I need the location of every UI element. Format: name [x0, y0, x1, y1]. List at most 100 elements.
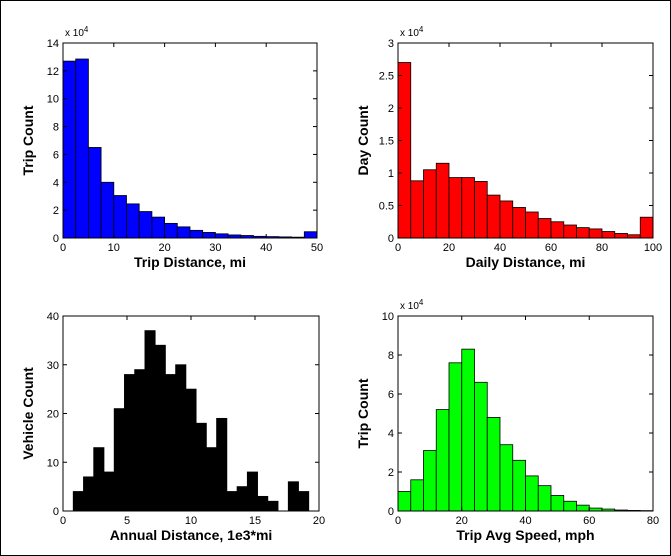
histogram-bar [75, 58, 89, 239]
y-tick-label: 10 [47, 457, 59, 469]
x-tick-label: 20 [313, 515, 325, 527]
x-tick-label: 40 [519, 515, 531, 527]
histogram-bar [397, 62, 412, 239]
histogram-bar [563, 224, 577, 239]
histogram-bar [298, 491, 310, 512]
histogram-bar [525, 211, 539, 239]
histogram-bar [144, 330, 156, 512]
x-tick-label: 20 [158, 242, 170, 254]
histogram-bar [397, 491, 412, 512]
histogram-bar [435, 162, 450, 239]
x-axis-label: Annual Distance, 1e3*mi [110, 527, 273, 543]
histogram-bar [93, 447, 105, 512]
histogram-bar [236, 486, 248, 512]
y-tick-label: 1.5 [379, 136, 394, 148]
y-tick-label: 3 [388, 38, 394, 50]
histogram-bar [154, 344, 166, 512]
histogram-bar [486, 194, 501, 239]
histogram-bar [205, 447, 218, 512]
y-tick-label: 4 [388, 428, 394, 440]
x-tick-label: 10 [108, 242, 120, 254]
y-tick-label: 2 [388, 103, 394, 115]
histogram-bar [287, 481, 299, 512]
histogram-bar [499, 444, 514, 512]
histogram-panel-2: 0 20 40 60 80 100 0 0.5 1 1.5 2 2.5 3 x 104 Daily Dist… [355, 25, 662, 270]
x-tick-label: 0 [60, 242, 66, 254]
histogram-bar [214, 233, 229, 239]
histogram-bar [435, 409, 450, 512]
y-tick-label: 20 [47, 409, 59, 421]
histogram-bar [72, 491, 84, 512]
x-tick-label: 100 [644, 242, 662, 254]
histogram-bar [461, 177, 475, 239]
histogram-bar [164, 222, 178, 239]
histogram-bar [614, 233, 628, 239]
x-tick-label: 30 [209, 242, 221, 254]
x-tick-label: 50 [311, 242, 323, 254]
histogram-panel-4: 0 20 40 60 80 0 2 4 6 8 10 x 104 Trip Avg Speed, mph… [355, 298, 659, 543]
histogram-bar [525, 475, 539, 512]
axis-multiplier: x 104 [400, 298, 424, 312]
histogram-bar [113, 195, 127, 239]
histogram-bar [124, 374, 136, 512]
y-tick-label: 4 [53, 177, 59, 189]
histogram-bar [134, 369, 146, 512]
histogram-bar [195, 422, 207, 512]
histogram-bar [512, 459, 526, 512]
histogram-bar [88, 147, 102, 239]
y-axis-label: Trip Count [20, 105, 36, 175]
y-tick-label: 14 [47, 38, 59, 50]
x-tick-label: 80 [596, 242, 608, 254]
y-tick-label: 2 [53, 205, 59, 217]
x-tick-label: 15 [249, 515, 261, 527]
x-axis-label: Trip Distance, mi [134, 254, 246, 270]
y-tick-label: 0 [53, 233, 59, 245]
y-tick-label: 6 [53, 149, 59, 161]
histogram-bar [151, 216, 165, 239]
histogram-bar [486, 416, 501, 512]
histogram-bar [202, 232, 216, 239]
histogram-bar [189, 229, 204, 239]
x-tick-label: 5 [124, 515, 130, 527]
y-tick-label: 12 [47, 66, 59, 78]
x-tick-label: 0 [395, 515, 401, 527]
histogram-bar [550, 221, 565, 239]
y-tick-label: 0 [53, 506, 59, 518]
histogram-bar [461, 348, 475, 512]
axes-frame [62, 42, 318, 239]
histogram-bar [175, 364, 187, 512]
x-tick-label: 0 [60, 515, 66, 527]
y-tick-label: 30 [47, 360, 59, 372]
histogram-bar [576, 504, 590, 512]
histogram-bar [267, 500, 279, 512]
histogram-panel-3: 0 5 10 15 20 0 10 20 30 40 Annual Distance, 1e3*mi… [20, 311, 325, 543]
x-tick-label: 20 [456, 515, 468, 527]
y-tick-label: 2.5 [379, 71, 394, 83]
y-tick-label: 10 [382, 311, 394, 323]
histogram-bar [537, 485, 552, 512]
y-tick-label: 0 [388, 233, 394, 245]
histogram-bar [100, 181, 115, 239]
histogram-bar [588, 228, 603, 239]
histogram-bar [83, 476, 95, 512]
y-tick-label: 0.5 [379, 201, 394, 213]
y-axis-label: Vehicle Count [20, 367, 36, 460]
histogram-bar [448, 177, 463, 239]
histogram-bar [62, 60, 77, 239]
x-tick-label: 40 [260, 242, 272, 254]
x-axis-label: Trip Avg Speed, mph [456, 527, 594, 543]
histogram-bar [164, 374, 177, 512]
histogram-bar [257, 495, 269, 512]
histogram-bar [216, 417, 228, 512]
y-axis-label: Trip Count [355, 378, 371, 448]
histogram-bar [423, 169, 437, 239]
histogram-bar [185, 388, 197, 512]
histogram-bar [639, 216, 654, 239]
histogram-bar [474, 181, 488, 239]
x-tick-label: 60 [545, 242, 557, 254]
histogram-bar [448, 362, 463, 512]
axis-multiplier: x 104 [400, 25, 424, 39]
histogram-bar [512, 207, 526, 239]
histogram-panel-1: 0 10 20 30 40 50 0 2 4 6 8 10 12 14 x 104 Trip Distance… [20, 25, 323, 270]
